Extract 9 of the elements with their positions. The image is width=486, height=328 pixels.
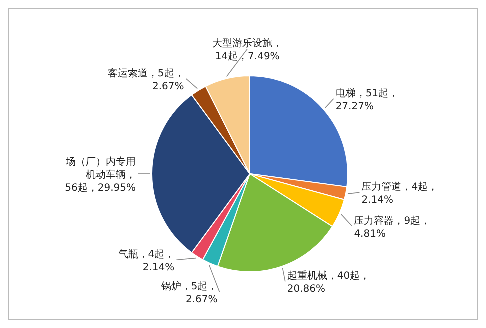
slice-label: 电梯，51起，27.27% [336, 87, 399, 112]
slice-label: 客运索道，5起，2.67% [108, 67, 184, 92]
slice-label: 压力管道，4起，2.14% [362, 181, 438, 206]
slice-label: 场（厂）内专用机动车辆，56起，29.95% [65, 156, 136, 194]
slice-label: 气瓶，4起，2.14% [118, 248, 175, 274]
slice-label: 锅炉，5起，2.67% [160, 280, 218, 306]
slice-label: 压力容器，9起，4.81% [354, 214, 431, 240]
slice-label: 大型游乐设施，14起，7.49% [212, 38, 283, 63]
slice-label: 起重机械，40起，20.86% [287, 270, 370, 296]
